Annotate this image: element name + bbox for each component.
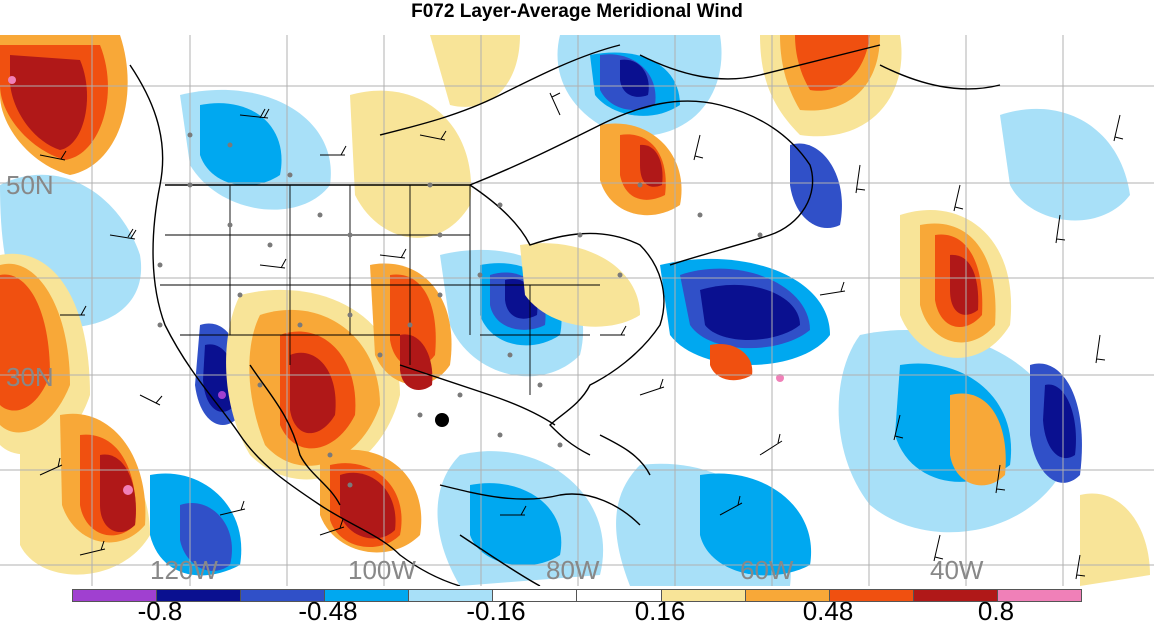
map-panel: 50N 30N 120W 100W 80W 60W 40W bbox=[0, 35, 1154, 586]
colorbar-label: -0.8 bbox=[137, 596, 183, 626]
colorbar-label: 0.8 bbox=[977, 596, 1015, 626]
colorbar-cell bbox=[157, 590, 242, 601]
marker-black-dot bbox=[435, 413, 449, 427]
colorbar-label: -0.16 bbox=[466, 596, 526, 626]
colorbar-cell bbox=[241, 590, 326, 601]
colorbar-cell bbox=[661, 590, 746, 601]
lat-label-30n: 30N bbox=[6, 362, 54, 392]
lon-label-40w: 40W bbox=[930, 555, 984, 585]
state-borders bbox=[160, 185, 600, 395]
colorbar-cell bbox=[325, 590, 410, 601]
colorbar-cell bbox=[829, 590, 914, 601]
map-title: F072 Layer-Average Meridional Wind bbox=[411, 1, 743, 22]
colorbar-cell bbox=[493, 590, 578, 601]
colorbar-cell bbox=[409, 590, 494, 601]
wind-barbs bbox=[39, 92, 1124, 580]
colorbar-cell bbox=[745, 590, 830, 601]
station-dots bbox=[157, 132, 763, 488]
colorbar-label: -0.48 bbox=[298, 596, 358, 626]
lon-label-100w: 100W bbox=[348, 555, 416, 585]
colorbar-cell bbox=[73, 590, 158, 601]
lon-label-120w: 120W bbox=[150, 555, 218, 585]
lon-label-80w: 80W bbox=[546, 555, 600, 585]
contour-fills bbox=[0, 35, 1150, 586]
lon-label-60w: 60W bbox=[740, 555, 794, 585]
colorbar-cell bbox=[577, 590, 662, 601]
wind-map bbox=[0, 35, 1154, 586]
colorbar-cell bbox=[913, 590, 998, 601]
colorbar-cell bbox=[997, 590, 1081, 601]
graticule bbox=[0, 35, 1154, 586]
colorbar-label: 0.16 bbox=[634, 596, 686, 626]
coastlines bbox=[129, 44, 1001, 586]
colorbar-label: 0.48 bbox=[802, 596, 854, 626]
colorbar bbox=[72, 589, 1082, 602]
lat-label-50n: 50N bbox=[6, 170, 54, 200]
